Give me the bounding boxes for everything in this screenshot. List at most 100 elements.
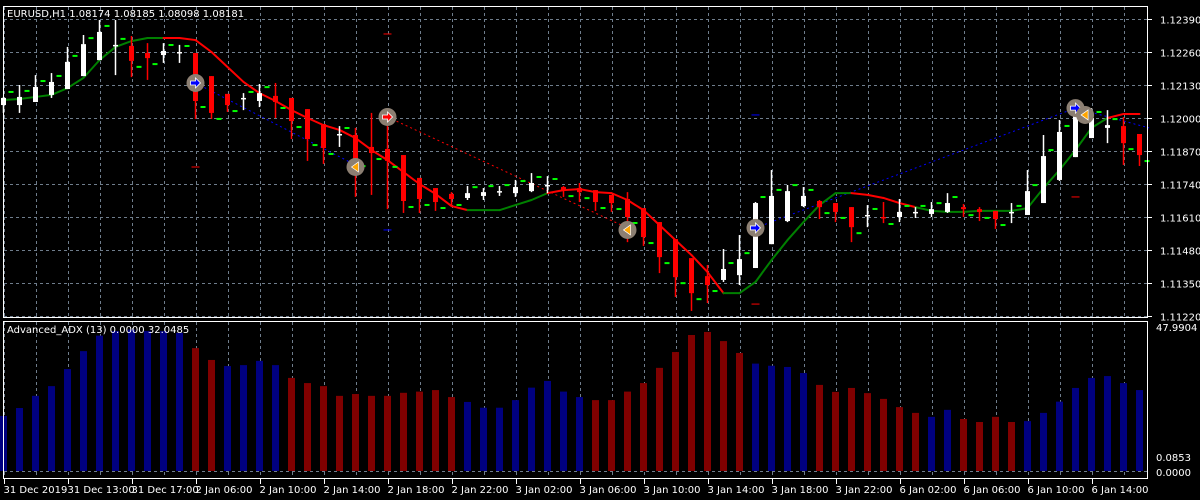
indicator-frame	[3, 321, 1148, 479]
moving-average-segment	[770, 239, 789, 262]
moving-average-segment	[866, 193, 885, 199]
signal-blue-arrow	[746, 218, 765, 237]
candle-body	[1137, 133, 1142, 156]
adx-bar	[32, 395, 39, 471]
candle-body	[401, 155, 406, 202]
candle	[337, 126, 350, 147]
moving-average-segment	[562, 188, 581, 192]
candle-body	[257, 93, 262, 101]
adx-bar	[160, 331, 167, 471]
candle-body	[785, 191, 790, 222]
candle	[177, 44, 190, 63]
candle	[945, 193, 958, 213]
adx-bar	[112, 331, 119, 471]
moving-average-segment	[130, 37, 149, 43]
moving-average-segment	[322, 124, 341, 131]
candle	[161, 43, 174, 63]
candle-body	[625, 198, 630, 217]
moving-average-segment	[338, 128, 357, 140]
candle-body	[321, 124, 326, 148]
moving-average-segment	[738, 280, 757, 295]
adx-bar	[352, 394, 359, 471]
adx-bar	[1136, 390, 1143, 471]
moving-average-segment	[610, 192, 629, 201]
candle-body	[849, 207, 854, 228]
candle	[321, 124, 334, 164]
adx-bar	[720, 341, 727, 471]
adx-bar	[128, 329, 135, 471]
candle-body	[513, 187, 518, 194]
candle	[705, 264, 718, 304]
price-axis-label: 1.11350	[1160, 280, 1200, 291]
candle-body	[97, 31, 102, 61]
candle	[913, 204, 926, 219]
candle-body	[17, 96, 22, 106]
adx-bar	[96, 335, 103, 471]
price-axis-label: 1.11220	[1160, 313, 1200, 324]
candle	[609, 194, 622, 212]
candle-body	[657, 222, 662, 258]
moving-average-segment	[962, 209, 981, 213]
adx-bar	[672, 352, 679, 471]
candle-body	[1073, 115, 1078, 158]
moving-average-segment	[1106, 112, 1125, 119]
candle-body	[337, 133, 342, 136]
moving-average-segment	[34, 93, 53, 98]
adx-bar	[640, 383, 647, 471]
time-axis-label: 31 Dec 2019	[4, 485, 68, 496]
moving-average-segment	[498, 204, 517, 212]
adx-bar	[944, 409, 951, 471]
candle	[81, 34, 94, 77]
adx-bar	[800, 373, 807, 471]
candle	[1057, 120, 1070, 181]
moving-average-segment	[674, 239, 693, 257]
candle-body	[1121, 126, 1126, 144]
indicator-max-label: 47.9904	[1156, 323, 1197, 334]
candle	[417, 177, 430, 213]
candle-body	[737, 259, 742, 276]
candle	[673, 239, 686, 297]
adx-bar	[560, 391, 567, 471]
moving-average-segment	[402, 171, 421, 185]
adx-bar	[16, 408, 23, 471]
candle	[513, 179, 526, 197]
price-axis-label: 1.11870	[1160, 148, 1200, 159]
adx-bar	[496, 407, 503, 471]
candle-body	[481, 192, 486, 196]
moving-average-segment	[290, 109, 309, 119]
moving-average-segment	[418, 183, 437, 195]
candle-body	[673, 239, 678, 278]
adx-histogram[interactable]	[0, 329, 1143, 471]
moving-average-segment	[642, 209, 661, 227]
adx-bar	[864, 393, 871, 471]
moving-average-segment	[882, 196, 901, 205]
indicator-min-label: 0.0000	[1156, 468, 1191, 479]
candle-body	[465, 193, 470, 198]
moving-average-segment	[306, 117, 325, 127]
price-chart[interactable]	[1, 20, 1150, 311]
moving-average-segment	[802, 204, 821, 224]
candle	[273, 82, 286, 118]
candle-body	[801, 195, 806, 207]
adx-bar	[688, 335, 695, 471]
adx-bar	[736, 352, 743, 471]
candle	[449, 192, 462, 206]
signal-orange-triangle	[1076, 105, 1095, 124]
moving-average-segment	[626, 198, 645, 212]
candle-body	[961, 207, 966, 210]
moving-average-segment	[194, 39, 213, 53]
moving-average-segment	[370, 148, 389, 162]
adx-bar	[704, 331, 711, 471]
adx-bar	[816, 384, 823, 471]
adx-bar	[896, 407, 903, 471]
price-axis-label: 1.11740	[1160, 181, 1200, 192]
candle	[257, 83, 270, 108]
moving-average-segment	[594, 191, 613, 195]
adx-bar	[1104, 376, 1111, 471]
trend-dotted-line	[387, 116, 628, 229]
candle	[481, 185, 494, 200]
moving-average-segment	[1074, 126, 1093, 151]
signal-triangle-icon	[1080, 109, 1089, 121]
candle-body	[769, 195, 774, 245]
